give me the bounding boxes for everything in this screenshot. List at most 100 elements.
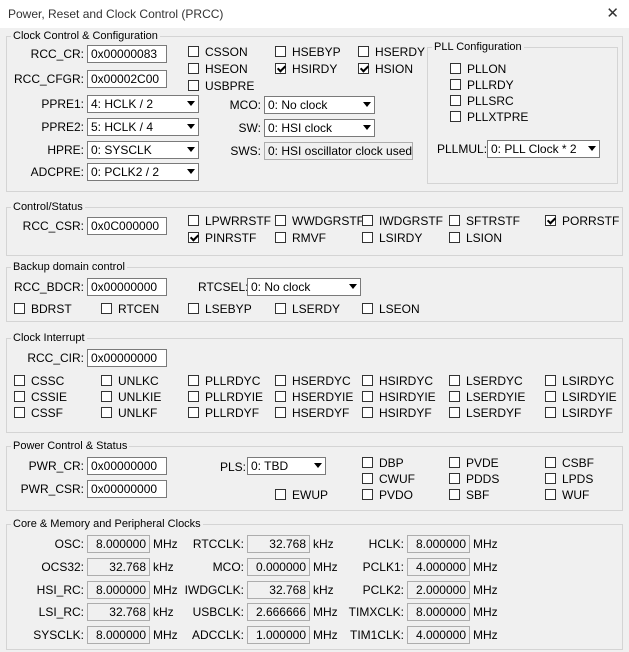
rcc-bdcr-field[interactable]: 0x00000000: [87, 278, 167, 296]
pclk1-unit: MHz: [473, 560, 498, 574]
hsi-rc-label: HSI_RC:: [36, 583, 84, 597]
hclk-label: HCLK:: [368, 537, 404, 551]
adcclk-unit: MHz: [313, 628, 338, 642]
sw-value: 0: HSI clock: [268, 121, 333, 135]
chevron-down-icon: [314, 463, 322, 468]
lsi-rc-label: LSI_RC:: [38, 605, 84, 619]
rtcsel-value: 0: No clock: [251, 280, 311, 294]
mco-unit: MHz: [313, 560, 338, 574]
hpre-label: HPRE:: [47, 143, 84, 157]
lsi-rc-unit: kHz: [153, 605, 174, 619]
ppre1-label: PPRE1:: [41, 97, 84, 111]
adcpre-select[interactable]: 0: PCLK2 / 2: [87, 163, 199, 181]
group-label: PLL Configuration: [432, 40, 524, 54]
group-label: Power Control & Status: [11, 439, 130, 453]
sw-label: SW:: [238, 121, 261, 135]
window-title: Power, Reset and Clock Control (PRCC): [8, 7, 224, 21]
pwr-csr-field[interactable]: 0x00000000: [87, 480, 167, 498]
adcclk-label: ADCCLK:: [191, 628, 244, 642]
mco-select[interactable]: 0: No clock: [264, 96, 375, 114]
tim1clk-unit: MHz: [473, 628, 498, 642]
rtcclk-value: 32.768: [247, 535, 310, 553]
pll-config-group: PLL Configuration: [427, 40, 618, 184]
rcc-cfgr-label: RCC_CFGR:: [13, 72, 84, 86]
usbclk-label: USBCLK:: [192, 605, 244, 619]
hclk-unit: MHz: [473, 537, 498, 551]
rcc-cir-field[interactable]: 0x00000000: [87, 349, 167, 367]
backup-domain-group: Backup domain control: [6, 260, 623, 322]
group-label: Clock Control & Configuration: [11, 29, 160, 43]
pclk2-label: PCLK2:: [362, 583, 404, 597]
rcc-csr-field[interactable]: 0x0C000000: [87, 217, 167, 235]
chevron-down-icon: [363, 125, 371, 130]
usbclk-unit: MHz: [313, 605, 338, 619]
rtcclk-label: RTCCLK:: [192, 537, 244, 551]
timxclk-label: TIMXCLK:: [348, 605, 404, 619]
ppre2-value: 5: HCLK / 4: [91, 120, 154, 134]
hclk-value: 8.000000: [407, 535, 470, 553]
rtcclk-unit: kHz: [313, 537, 334, 551]
group-label: Core & Memory and Peripheral Clocks: [11, 517, 203, 531]
power-control-group: Power Control & Status: [6, 439, 623, 511]
pclk2-value: 2.000000: [407, 581, 470, 599]
pclk1-label: PCLK1:: [362, 560, 404, 574]
chevron-down-icon: [187, 101, 195, 106]
ocs32-value: 32.768: [87, 558, 150, 576]
ppre1-select[interactable]: 4: HCLK / 2: [87, 95, 199, 113]
rcc-cfgr-field[interactable]: 0x00002C00: [87, 70, 167, 88]
rcc-cir-label: RCC_CIR:: [27, 351, 84, 365]
iwdgclk-label: IWDGCLK:: [184, 583, 244, 597]
clock-interrupt-group: Clock Interrupt: [6, 331, 623, 433]
osc-unit: MHz: [153, 537, 178, 551]
rtcsel-label: RTCSEL:: [198, 280, 249, 294]
usbclk-value: 2.666666: [247, 603, 310, 621]
ocs32-label: OCS32:: [41, 560, 84, 574]
ocs32-unit: kHz: [153, 560, 174, 574]
sysclk-unit: MHz: [153, 628, 178, 642]
chevron-down-icon: [187, 169, 195, 174]
tim1clk-label: TIM1CLK:: [349, 628, 404, 642]
group-label: Backup domain control: [11, 260, 127, 274]
hpre-select[interactable]: 0: SYSCLK: [87, 141, 199, 159]
sws-field: 0: HSI oscillator clock used: [264, 142, 413, 160]
pls-value: 0: TBD: [251, 459, 289, 473]
rcc-cr-field[interactable]: 0x00000083: [87, 45, 167, 63]
group-label: Control/Status: [11, 200, 85, 214]
adcpre-label: ADCPRE:: [30, 165, 84, 179]
pls-select[interactable]: 0: TBD: [247, 457, 326, 475]
mco-label: MCO:: [229, 98, 261, 112]
mco-label: MCO:: [212, 560, 244, 574]
hsi-rc-value: 8.000000: [87, 581, 150, 599]
pllmul-select[interactable]: 0: PLL Clock * 2: [487, 140, 600, 158]
ppre2-label: PPRE2:: [41, 120, 84, 134]
group-label: Clock Interrupt: [11, 331, 87, 345]
pls-label: PLS:: [220, 460, 247, 474]
chevron-down-icon: [588, 146, 596, 151]
mco-value: 0: No clock: [268, 98, 328, 112]
chevron-down-icon: [187, 124, 195, 129]
hpre-value: 0: SYSCLK: [91, 143, 152, 157]
window-titlebar: Power, Reset and Clock Control (PRCC) ✕: [0, 0, 629, 28]
iwdgclk-unit: kHz: [313, 583, 334, 597]
lsi-rc-value: 32.768: [87, 603, 150, 621]
rtcsel-select[interactable]: 0: No clock: [247, 278, 361, 296]
rcc-csr-label: RCC_CSR:: [22, 219, 84, 233]
control-status-group: Control/Status: [6, 200, 623, 256]
pwr-cr-field[interactable]: 0x00000000: [87, 457, 167, 475]
adcclk-value: 1.000000: [247, 626, 310, 644]
timxclk-value: 8.000000: [407, 603, 470, 621]
adcpre-value: 0: PCLK2 / 2: [91, 165, 160, 179]
rcc-cr-label: RCC_CR:: [30, 47, 84, 61]
pllmul-value: 0: PLL Clock * 2: [491, 142, 577, 156]
sws-label: SWS:: [230, 144, 261, 158]
sw-select[interactable]: 0: HSI clock: [264, 119, 375, 137]
pwr-csr-label: PWR_CSR:: [20, 482, 84, 496]
ppre2-select[interactable]: 5: HCLK / 4: [87, 118, 199, 136]
pclk1-value: 4.000000: [407, 558, 470, 576]
close-icon[interactable]: ✕: [606, 5, 619, 22]
clocks-group: Core & Memory and Peripheral Clocks: [6, 517, 623, 650]
hsi-rc-unit: MHz: [153, 583, 178, 597]
pclk2-unit: MHz: [473, 583, 498, 597]
ppre1-value: 4: HCLK / 2: [91, 97, 154, 111]
timxclk-unit: MHz: [473, 605, 498, 619]
